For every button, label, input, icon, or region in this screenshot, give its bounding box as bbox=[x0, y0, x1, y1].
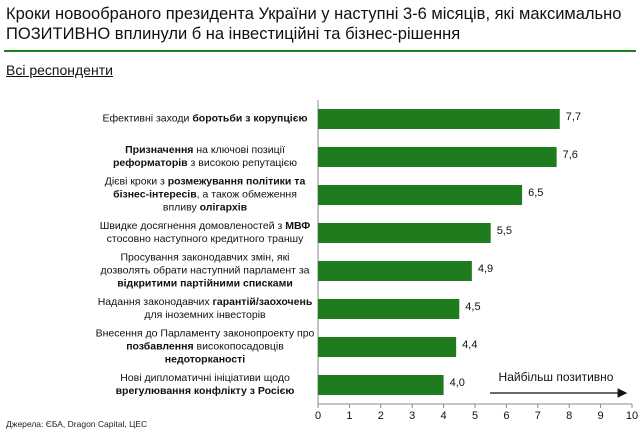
category-text: стосовно наступного кредитного траншу bbox=[106, 233, 304, 245]
category-text: Швидке досягнення домовленостей з bbox=[99, 220, 286, 232]
category-text: з високою репутацією bbox=[187, 157, 298, 169]
title-rule bbox=[4, 50, 636, 52]
category-text: Внесення до Парламенту законопроекту про bbox=[95, 327, 315, 340]
x-tick-label: 3 bbox=[409, 410, 415, 422]
category-text: Ефективні заходи bbox=[102, 112, 193, 125]
annotation: Найбільш позитивно bbox=[499, 370, 614, 384]
category-label: Дієві кроки з розмежування політики та б… bbox=[95, 176, 315, 215]
category-bold-text: гарантій/заохочень bbox=[212, 296, 313, 308]
bar bbox=[318, 109, 560, 129]
value-label: 4,9 bbox=[478, 263, 493, 275]
x-tick-label: 8 bbox=[566, 410, 572, 422]
category-bold-text: відкритими партійними списками bbox=[117, 277, 293, 290]
x-tick-label: 0 bbox=[315, 410, 321, 422]
category-bold-text: МВФ bbox=[285, 220, 311, 232]
value-label: 4,4 bbox=[462, 339, 477, 351]
category-bold-text: реформаторів bbox=[112, 157, 188, 169]
category-bold-text: позбавлення bbox=[126, 340, 194, 353]
category-text: Просування законодавчих змін, які дозвол… bbox=[100, 251, 310, 277]
bar bbox=[318, 147, 557, 167]
x-tick-label: 5 bbox=[472, 410, 478, 422]
chart-title: Кроки новообраного президента України у … bbox=[6, 5, 622, 43]
category-label: Призначення на ключові позиції реформато… bbox=[95, 144, 315, 170]
category-text: Нові дипломатичні ініціативи щодо bbox=[120, 372, 290, 384]
category-label: Ефективні заходи боротьби з корупцією bbox=[95, 113, 315, 126]
category-label: Швидке досягнення домовленостей з МВФ ст… bbox=[95, 220, 315, 246]
bar bbox=[318, 185, 523, 205]
bar bbox=[318, 261, 472, 281]
category-text: Дієві кроки з bbox=[104, 175, 168, 188]
category-label: Надання законодавчих гарантій/заохочень … bbox=[95, 296, 315, 322]
value-label: 5,5 bbox=[497, 225, 512, 237]
subtitle: Всі респонденти bbox=[6, 62, 113, 78]
value-label: 4,0 bbox=[450, 377, 465, 389]
value-label: 4,5 bbox=[465, 301, 480, 313]
x-tick-label: 1 bbox=[346, 410, 352, 422]
value-label: 6,5 bbox=[528, 187, 543, 199]
category-label: Внесення до Парламенту законопроекту про… bbox=[95, 328, 315, 367]
category-text: , а також обмеження впливу bbox=[162, 188, 297, 214]
x-tick-label: 10 bbox=[626, 410, 638, 422]
x-tick-label: 9 bbox=[598, 410, 604, 422]
bar bbox=[318, 299, 460, 319]
x-tick-label: 6 bbox=[503, 410, 509, 422]
category-label: Просування законодавчих змін, які дозвол… bbox=[95, 252, 315, 291]
bar bbox=[318, 223, 491, 243]
category-bold-text: Призначення bbox=[125, 144, 194, 156]
x-tick-label: 7 bbox=[535, 410, 541, 422]
bar bbox=[318, 375, 444, 395]
source: Джерела: ЄБА, Dragon Capital, ЦЕС bbox=[6, 419, 148, 429]
category-text: Надання законодавчих bbox=[97, 296, 213, 308]
category-text: для іноземних інвесторів bbox=[144, 309, 266, 321]
category-text: на ключові позиції bbox=[193, 144, 285, 156]
category-text: високопосадовців bbox=[193, 340, 284, 353]
category-bold-text: врегулювання конфлікту з Росією bbox=[115, 385, 295, 397]
x-tick-label: 2 bbox=[378, 410, 384, 422]
value-label: 7,7 bbox=[566, 111, 581, 123]
category-bold-text: боротьби з корупцією bbox=[192, 112, 308, 125]
category-bold-text: недоторканості bbox=[164, 353, 246, 366]
category-bold-text: розмежування політики та бізнес-інтересі… bbox=[113, 175, 306, 201]
x-tick-label: 4 bbox=[441, 410, 447, 422]
value-label: 7,6 bbox=[563, 149, 578, 161]
category-label: Нові дипломатичні ініціативи щодо врегул… bbox=[95, 372, 315, 398]
bar bbox=[318, 337, 457, 357]
category-bold-text: олігархів bbox=[199, 201, 248, 214]
